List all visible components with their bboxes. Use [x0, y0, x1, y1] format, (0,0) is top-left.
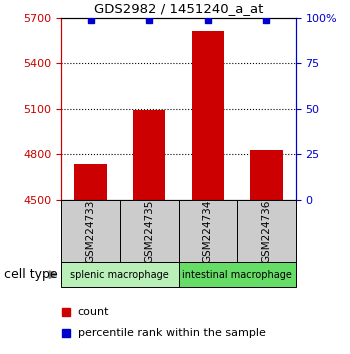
Bar — [75, 164, 107, 200]
Text: cell type: cell type — [4, 268, 57, 281]
Bar — [178, 200, 237, 262]
Bar — [133, 110, 165, 200]
Text: GSM224733: GSM224733 — [85, 199, 96, 263]
Text: count: count — [78, 307, 109, 316]
Text: percentile rank within the sample: percentile rank within the sample — [78, 328, 266, 338]
Text: splenic macrophage: splenic macrophage — [70, 270, 169, 280]
Bar — [178, 262, 296, 287]
Bar — [250, 150, 282, 200]
Bar — [192, 32, 224, 200]
Bar — [61, 262, 178, 287]
Bar — [61, 200, 120, 262]
Text: intestinal macrophage: intestinal macrophage — [182, 270, 292, 280]
Text: GSM224736: GSM224736 — [261, 199, 272, 263]
Text: GSM224735: GSM224735 — [144, 199, 154, 263]
Title: GDS2982 / 1451240_a_at: GDS2982 / 1451240_a_at — [94, 2, 263, 15]
Bar — [237, 200, 296, 262]
Bar — [120, 200, 178, 262]
Text: GSM224734: GSM224734 — [203, 199, 213, 263]
